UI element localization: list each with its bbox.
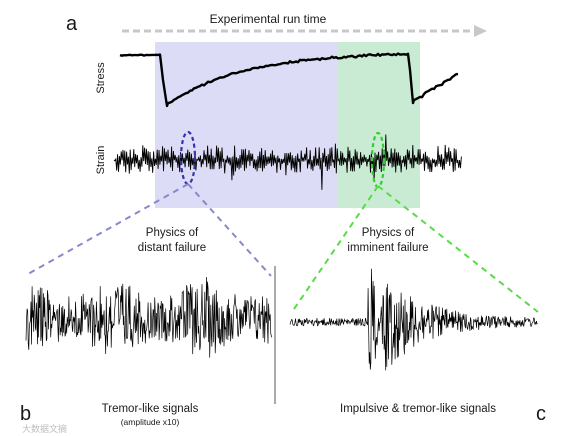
tremor-signal-trace xyxy=(25,276,273,358)
zoom-line-green-right xyxy=(377,185,539,313)
imminent-failure-zone xyxy=(338,42,420,208)
stress-curve xyxy=(119,52,459,108)
strain-signal xyxy=(113,134,462,190)
impulsive-signal-trace xyxy=(289,268,538,371)
zoom-line-green-left xyxy=(291,185,379,313)
tremor-caption: Tremor-like signals xyxy=(102,403,199,415)
panel-label-b: b xyxy=(20,403,31,425)
panel-label-c: c xyxy=(536,403,546,425)
panel-label-a: a xyxy=(66,13,78,35)
imminent-failure-caption-line2: imminent failure xyxy=(347,242,428,254)
distant-failure-caption-line1: Physics of xyxy=(146,227,199,239)
distant-failure-caption-line2: distant failure xyxy=(138,242,206,254)
tremor-amplitude-note: (amplitude x10) xyxy=(121,417,180,427)
run-time-arrow xyxy=(122,25,487,37)
impulsive-caption: Impulsive & tremor-like signals xyxy=(340,403,496,415)
strain-axis-label: Strain xyxy=(95,146,107,175)
zoom-line-blue-right xyxy=(187,183,272,277)
run-time-label: Experimental run time xyxy=(210,12,327,26)
stress-axis-label: Stress xyxy=(95,62,107,94)
zoom-line-blue-left xyxy=(27,183,189,275)
distant-sample-ellipse xyxy=(179,130,197,186)
distant-failure-zone xyxy=(155,42,340,208)
watermark-logo: 大数据文摘 xyxy=(22,423,67,434)
imminent-failure-caption-line1: Physics of xyxy=(362,227,415,239)
